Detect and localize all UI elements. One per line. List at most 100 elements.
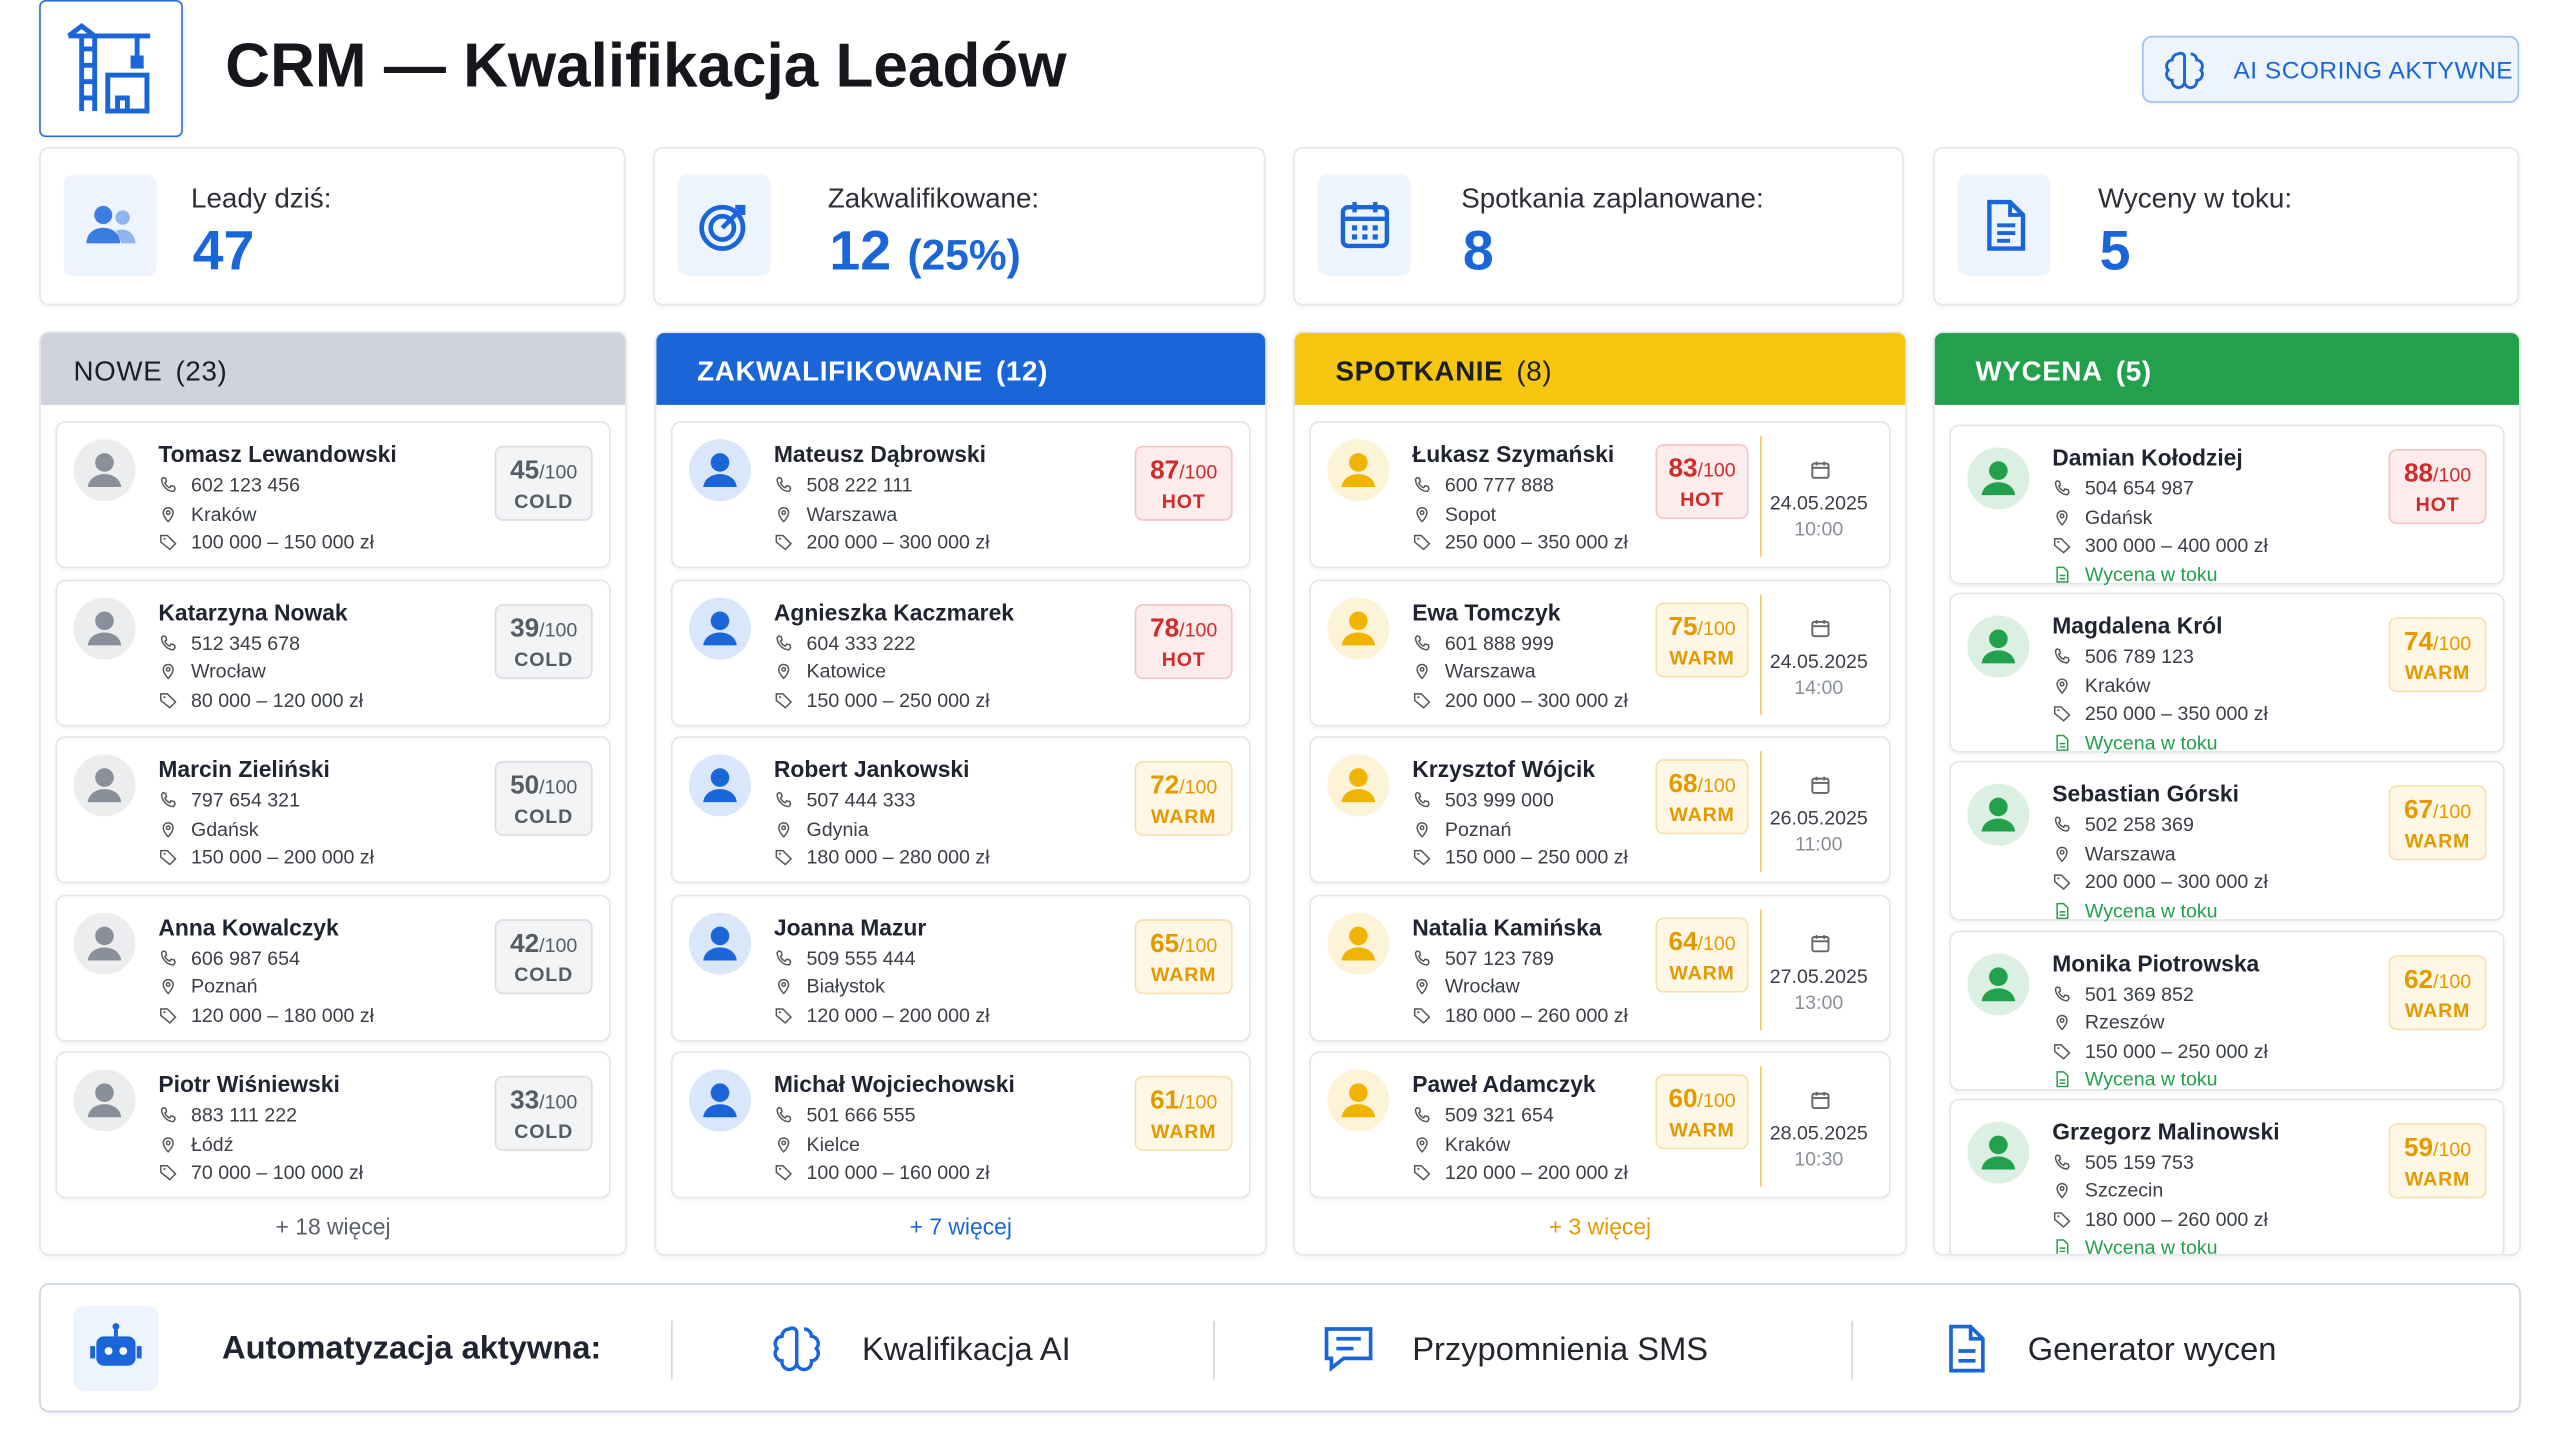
robot-icon: [73, 1306, 159, 1392]
lead-card[interactable]: Damian Kołodziej 504 654 987 Gdańsk 300 000…: [1949, 424, 2505, 585]
score-tier: WARM: [1151, 1119, 1217, 1143]
score-max: /100: [2433, 1137, 2472, 1161]
score-badge: 68/100 WARM: [1655, 759, 1749, 835]
avatar: [688, 754, 752, 817]
lead-name: Natalia Kamińska: [1412, 913, 1602, 940]
page-title: CRM — Kwalifikacja Leadów: [225, 32, 1067, 102]
lead-name: Joanna Mazur: [773, 913, 927, 940]
lead-card[interactable]: Mateusz Dąbrowski 508 222 111 Warszawa 200 …: [671, 421, 1251, 569]
lead-card[interactable]: Anna Kowalczyk 606 987 654 Poznań 120 000 –…: [55, 893, 611, 1041]
score-max: /100: [1697, 458, 1736, 482]
lead-card[interactable]: Ewa Tomczyk 601 888 999 Warszawa 200 000 – …: [1309, 578, 1891, 726]
lead-card[interactable]: Piotr Wiśniewski 883 111 222 Łódź 70 000 – …: [55, 1051, 611, 1199]
score-tier: HOT: [2415, 493, 2460, 516]
meeting-date: 24.05.2025: [1769, 648, 1868, 672]
avatar: [1327, 1069, 1390, 1132]
score-tier: COLD: [514, 489, 574, 513]
more-link[interactable]: + 18 więcej: [275, 1213, 391, 1240]
more-link[interactable]: + 3 więcej: [1548, 1213, 1652, 1240]
score-badge: 50/100 COLD: [494, 760, 593, 836]
lead-card[interactable]: Katarzyna Nowak 512 345 678 Wrocław 80 000 …: [55, 578, 611, 726]
lead-card[interactable]: Natalia Kamińska 507 123 789 Wrocław 180 00…: [1309, 893, 1891, 1041]
score-tier: HOT: [1161, 647, 1206, 671]
lead-phone: 505 159 753: [2084, 1150, 2194, 1174]
lead-name: Grzegorz Malinowski: [2052, 1118, 2280, 1145]
calendar-icon: [1809, 931, 1832, 954]
more-link[interactable]: + 7 więcej: [909, 1213, 1012, 1240]
lead-card[interactable]: Tomasz Lewandowski 602 123 456 Kraków 100 0…: [55, 421, 611, 569]
score-value: 60: [1668, 1085, 1698, 1114]
divider: [1759, 435, 1762, 557]
lead-phone: 606 987 654: [191, 946, 300, 969]
score-tier: WARM: [1151, 804, 1217, 828]
score-badge: 60/100 WARM: [1655, 1074, 1749, 1150]
lead-status: Wycena w toku: [2084, 730, 2218, 754]
lead-phone: 507 123 789: [1444, 946, 1554, 969]
stat-icon: [1957, 174, 2051, 276]
score-value: 42: [510, 929, 540, 958]
score-max: /100: [1697, 616, 1736, 640]
score-badge: 74/100 WARM: [2388, 617, 2487, 693]
footer-label: Automatyzacja aktywna:: [222, 1330, 602, 1367]
stat-value-row: 47: [193, 220, 255, 284]
score-max: /100: [1697, 1088, 1736, 1112]
score-max: /100: [1697, 931, 1736, 955]
lead-name: Katarzyna Nowak: [158, 598, 348, 625]
brain-icon: [2165, 51, 2204, 89]
budget-icon: [1412, 1162, 1432, 1182]
meeting-time: 10:30: [1794, 1147, 1844, 1171]
lead-budget: 120 000 – 200 000 zł: [1444, 1160, 1628, 1184]
budget-icon: [158, 1162, 178, 1182]
lead-budget: 150 000 – 250 000 zł: [2084, 1039, 2268, 1063]
lead-card[interactable]: Robert Jankowski 507 444 333 Gdynia 180 000…: [671, 736, 1251, 884]
score-badge: 75/100 WARM: [1655, 601, 1749, 677]
budget-icon: [774, 1005, 794, 1025]
city-icon: [158, 819, 178, 839]
calendar-icon: [1809, 774, 1832, 797]
score-value: 50: [510, 772, 540, 800]
avatar: [1967, 447, 2030, 510]
lead-card[interactable]: Agnieszka Kaczmarek 604 333 222 Katowice 15…: [671, 578, 1251, 726]
lead-card[interactable]: Krzysztof Wójcik 503 999 000 Poznań 150 000…: [1309, 736, 1891, 884]
column-name: ZAKWALIFIKOWANE: [697, 355, 983, 387]
logo: [39, 0, 183, 138]
score-value: 83: [1668, 455, 1698, 484]
lead-card[interactable]: Paweł Adamczyk 509 321 654 Kraków 120 000 –…: [1309, 1051, 1891, 1199]
lead-city: Wrocław: [1444, 974, 1520, 998]
city-icon: [158, 504, 178, 524]
ai-badge[interactable]: AI SCORING AKTYWNE: [2142, 35, 2520, 103]
lead-card[interactable]: Joanna Mazur 509 555 444 Białystok 120 000 …: [671, 893, 1251, 1041]
avatar: [1327, 439, 1390, 502]
lead-phone: 509 321 654: [1444, 1103, 1554, 1127]
lead-budget: 100 000 – 150 000 zł: [191, 530, 375, 554]
score-max: /100: [539, 617, 578, 641]
city-icon: [1412, 1134, 1432, 1154]
score-badge: 61/100 WARM: [1134, 1075, 1233, 1152]
stat-value: 8: [1462, 220, 1494, 283]
status-icon: [2052, 1070, 2072, 1090]
score-tier: HOT: [1161, 489, 1206, 513]
score-badge: 62/100 WARM: [2388, 954, 2487, 1030]
city-icon: [158, 976, 178, 996]
score-badge: 45/100 COLD: [494, 445, 593, 521]
lead-card[interactable]: Marcin Zieliński 797 654 321 Gdańsk 150 000…: [55, 736, 611, 884]
lead-card[interactable]: Magdalena Król 506 789 123 Kraków 250 000 –…: [1949, 592, 2505, 754]
phone-icon: [2052, 647, 2072, 667]
lead-card[interactable]: Łukasz Szymański 600 777 888 Sopot 250 000 …: [1309, 421, 1891, 569]
lead-card[interactable]: Sebastian Górski 502 258 369 Warszawa 200 0…: [1949, 761, 2505, 922]
phone-icon: [774, 475, 794, 495]
phone-icon: [1412, 790, 1432, 810]
score-tier: HOT: [1680, 488, 1724, 512]
lead-card[interactable]: Monika Piotrowska 501 369 852 Rzeszów 150 0…: [1949, 929, 2505, 1091]
score-tier: WARM: [2404, 661, 2471, 685]
stat-icon: [1317, 174, 1411, 276]
lead-card[interactable]: Michał Wojciechowski 501 666 555 Kielce 100…: [671, 1051, 1251, 1199]
score-value: 62: [2403, 965, 2434, 994]
avatar: [73, 754, 136, 817]
column-count: (23): [175, 355, 228, 387]
lead-card[interactable]: Grzegorz Malinowski 505 159 753 Szczecin 18…: [1949, 1098, 2505, 1254]
lead-budget: 100 000 – 160 000 zł: [806, 1160, 990, 1184]
city-icon: [2052, 507, 2072, 527]
lead-budget: 150 000 – 250 000 zł: [1444, 845, 1628, 869]
score-tier: COLD: [514, 962, 574, 986]
